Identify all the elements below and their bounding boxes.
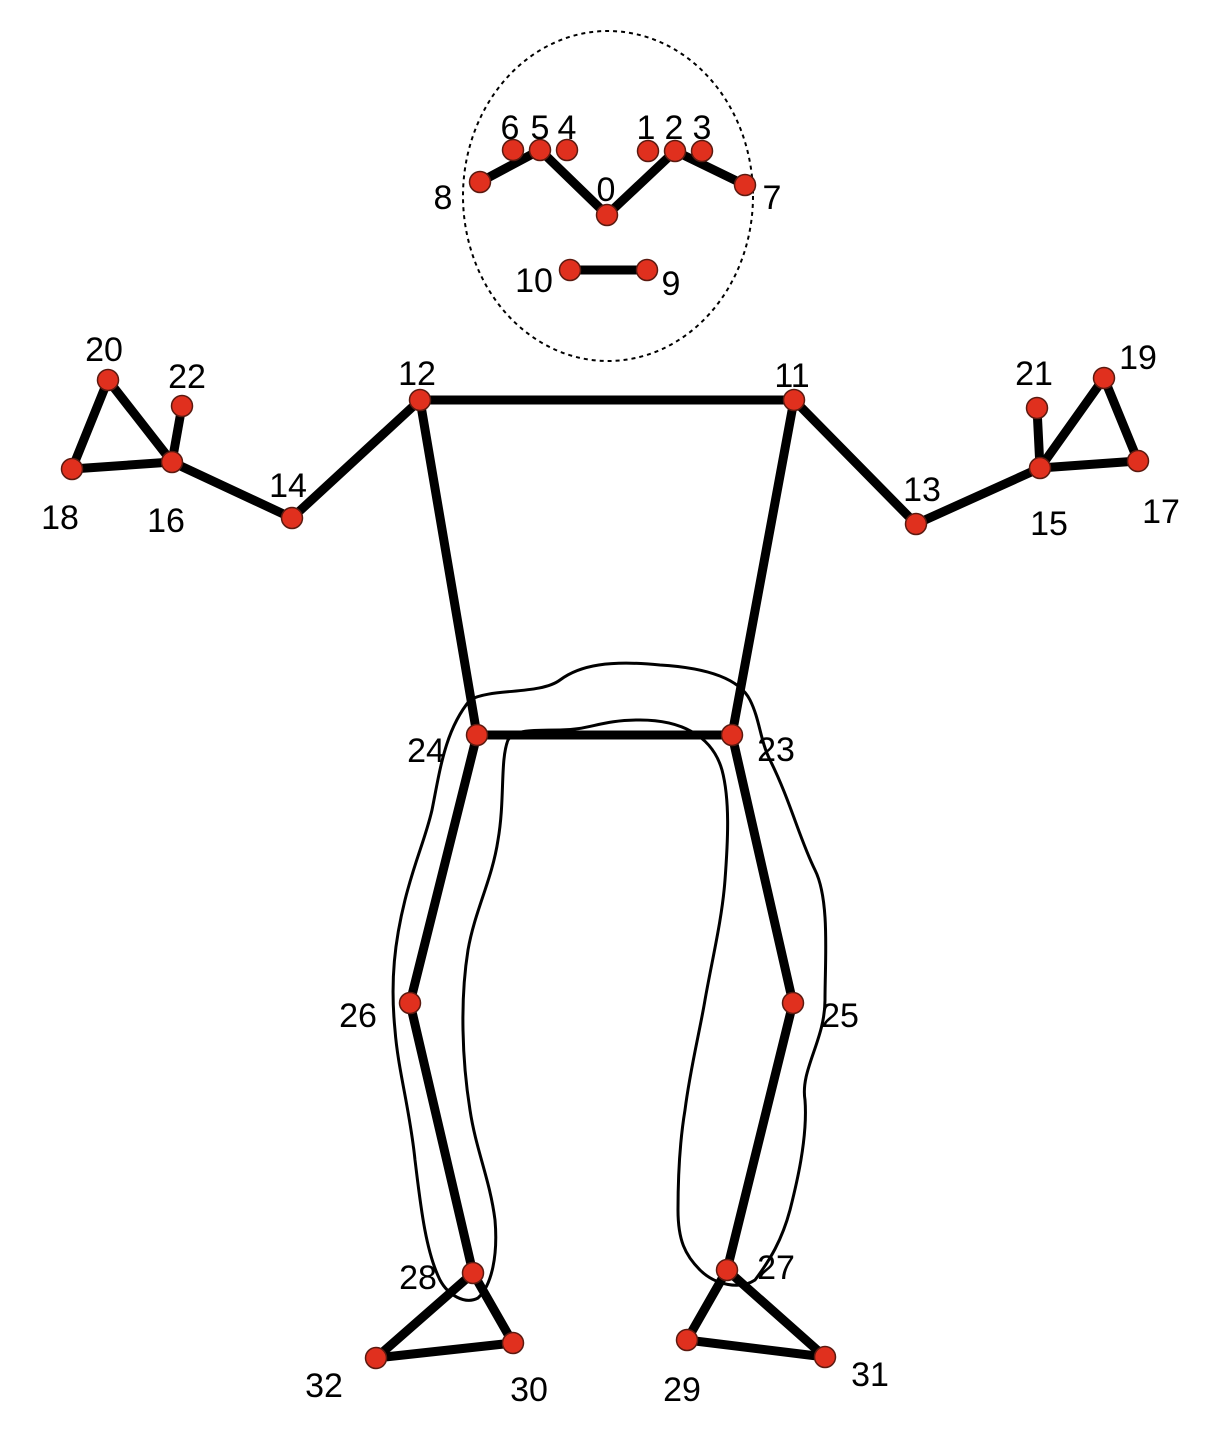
- bone-2-7: [670, 146, 750, 190]
- bone-28-30: [468, 1268, 518, 1348]
- landmark-point-18: [60, 457, 84, 481]
- landmark-point-10: [558, 258, 582, 282]
- landmark-label-27: 27: [757, 1249, 795, 1287]
- landmark-label-30: 30: [510, 1371, 548, 1409]
- landmark-label-22: 22: [168, 358, 206, 396]
- landmark-point-27: [715, 1258, 739, 1282]
- bone-12-24: [415, 395, 482, 740]
- bone-23-25: [727, 730, 798, 1008]
- landmark-point-7: [733, 173, 757, 197]
- bone-18-20: [67, 375, 113, 474]
- landmark-label-10: 10: [515, 262, 553, 300]
- landmark-label-14: 14: [269, 467, 307, 505]
- bone-26-28: [405, 998, 478, 1278]
- bone-0-2: [602, 146, 680, 220]
- landmark-label-7: 7: [763, 179, 782, 217]
- head-outline: [462, 30, 754, 362]
- landmark-point-3: [690, 139, 714, 163]
- landmark-label-16: 16: [147, 502, 185, 540]
- landmark-point-29: [675, 1328, 699, 1352]
- landmark-point-31: [813, 1345, 837, 1369]
- bone-16-20: [103, 375, 177, 467]
- bone-15-17: [1035, 456, 1143, 473]
- landmark-label-24: 24: [407, 732, 445, 770]
- landmark-point-16: [160, 450, 184, 474]
- bone-11-13: [789, 395, 921, 529]
- landmark-point-11: [782, 388, 806, 412]
- landmark-point-0: [595, 203, 619, 227]
- landmark-point-20: [96, 368, 120, 392]
- landmark-label-25: 25: [821, 997, 859, 1035]
- landmark-point-19: [1092, 366, 1116, 390]
- bone-27-29: [682, 1265, 732, 1345]
- bone-15-19: [1035, 373, 1109, 473]
- landmark-label-29: 29: [663, 1371, 701, 1409]
- landmark-label-11: 11: [774, 357, 809, 395]
- landmark-label-15: 15: [1030, 505, 1068, 543]
- bone-5-0: [535, 145, 612, 220]
- bone-24-26: [405, 730, 482, 1008]
- bone-28-32: [371, 1268, 478, 1363]
- landmark-label-21: 21: [1015, 355, 1053, 393]
- legs-outline: [391, 661, 828, 1302]
- landmark-label-32: 32: [305, 1367, 343, 1405]
- landmark-label-5: 5: [531, 109, 550, 147]
- landmark-point-28: [461, 1261, 485, 1285]
- bone-12-14: [287, 395, 425, 523]
- landmark-point-25: [781, 991, 805, 1015]
- bone-25-27: [722, 998, 798, 1275]
- landmark-label-26: 26: [339, 997, 377, 1035]
- landmark-label-31: 31: [851, 1356, 889, 1394]
- landmark-label-6: 6: [501, 109, 520, 147]
- landmark-point-14: [280, 506, 304, 530]
- bone-16-18: [67, 457, 177, 474]
- landmark-point-6: [501, 138, 525, 162]
- landmark-label-28: 28: [399, 1259, 437, 1297]
- skeleton-joints: [60, 138, 1150, 1370]
- landmark-label-2: 2: [665, 109, 684, 147]
- landmark-label-4: 4: [558, 109, 577, 147]
- landmark-point-15: [1028, 456, 1052, 480]
- landmark-point-30: [501, 1331, 525, 1355]
- bone-30-32: [371, 1338, 518, 1363]
- landmark-label-12: 12: [398, 355, 436, 393]
- landmark-point-13: [904, 512, 928, 536]
- landmark-label-1: 1: [637, 109, 656, 147]
- landmark-point-26: [398, 991, 422, 1015]
- landmark-label-3: 3: [693, 109, 712, 147]
- bone-17-19: [1099, 373, 1143, 466]
- landmark-point-12: [408, 388, 432, 412]
- landmark-point-17: [1126, 449, 1150, 473]
- landmark-point-8: [468, 170, 492, 194]
- landmark-point-9: [635, 258, 659, 282]
- landmark-label-18: 18: [41, 499, 79, 537]
- landmark-label-13: 13: [903, 471, 941, 509]
- landmark-label-19: 19: [1119, 339, 1157, 377]
- landmark-point-32: [364, 1346, 388, 1370]
- landmark-label-23: 23: [757, 731, 795, 769]
- bone-8-5: [475, 145, 545, 187]
- bone-27-31: [722, 1265, 830, 1362]
- landmark-point-1: [636, 139, 660, 163]
- bone-13-15: [911, 463, 1045, 529]
- landmark-label-8: 8: [434, 179, 453, 217]
- landmark-point-24: [465, 723, 489, 747]
- landmark-point-4: [555, 138, 579, 162]
- landmark-label-9: 9: [662, 265, 681, 303]
- landmark-label-20: 20: [85, 331, 123, 369]
- landmark-point-5: [528, 138, 552, 162]
- landmark-point-22: [170, 394, 194, 418]
- landmark-point-23: [720, 723, 744, 747]
- landmark-label-0: 0: [597, 171, 616, 209]
- landmark-label-17: 17: [1142, 493, 1180, 531]
- bone-11-23: [727, 395, 799, 740]
- bone-29-31: [682, 1335, 830, 1362]
- landmark-point-21: [1025, 396, 1049, 420]
- bone-14-16: [167, 457, 297, 523]
- skeleton-bones: [67, 145, 1143, 1363]
- landmark-point-2: [663, 139, 687, 163]
